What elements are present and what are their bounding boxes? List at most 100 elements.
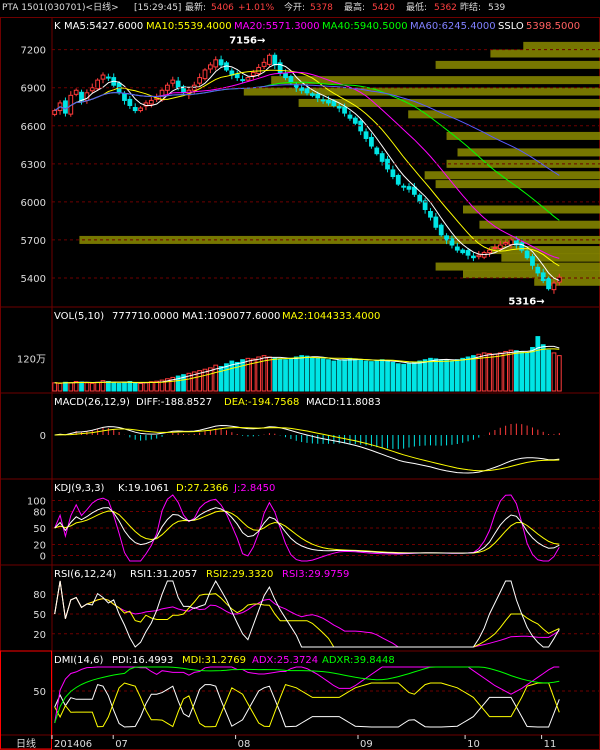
dmi-axis-highlight bbox=[0, 650, 52, 750]
candle-body-40 bbox=[267, 54, 272, 65]
candle-body-34 bbox=[234, 73, 240, 79]
candle-body-9 bbox=[100, 74, 106, 80]
volume-profile-bar-14 bbox=[79, 235, 600, 244]
volume-bar-29 bbox=[207, 367, 213, 392]
kdj-k-line bbox=[54, 507, 560, 554]
candle-body-77 bbox=[465, 250, 471, 256]
volume-bar-57 bbox=[358, 359, 364, 392]
volume-legend-2: MA1:1090077.6000 bbox=[182, 311, 280, 322]
volume-bar-38 bbox=[256, 356, 262, 392]
candle-body-36 bbox=[245, 77, 251, 81]
volume-bar-36 bbox=[245, 357, 251, 392]
volume-bar-91 bbox=[540, 344, 546, 392]
volume-bar-75 bbox=[454, 359, 460, 392]
volume-profile-bar-11 bbox=[435, 180, 600, 189]
candle-body-54 bbox=[342, 106, 347, 114]
prev-settle-value: 539 bbox=[488, 3, 506, 13]
candle-body-89 bbox=[530, 256, 535, 266]
candle-body-49 bbox=[315, 93, 321, 99]
price-y-tick-3: 6300 bbox=[21, 160, 46, 171]
candle-body-27 bbox=[197, 77, 203, 84]
volume-bar-46 bbox=[299, 355, 305, 392]
candle-body-70 bbox=[428, 211, 433, 218]
dmi-legend-4: ADXR:39.8448 bbox=[322, 655, 395, 666]
volume-bar-10 bbox=[105, 380, 111, 392]
volume-profile-bar-0 bbox=[523, 41, 600, 50]
high-value: 5420 bbox=[372, 3, 395, 13]
candle-body-63 bbox=[390, 169, 396, 178]
candle-body-91 bbox=[540, 272, 546, 282]
candle-body-92 bbox=[546, 277, 551, 290]
open-value: 5378 bbox=[310, 3, 333, 13]
volume-bar-7 bbox=[89, 382, 95, 392]
candle-body-7 bbox=[89, 87, 95, 92]
volume-profile-bar-13 bbox=[479, 220, 600, 229]
volume-bar-64 bbox=[395, 363, 401, 392]
candle-body-23 bbox=[175, 80, 181, 89]
volume-bar-71 bbox=[433, 358, 439, 392]
candle-body-42 bbox=[277, 62, 283, 74]
volume-bar-5 bbox=[79, 381, 84, 392]
candle-body-8 bbox=[95, 79, 101, 90]
price-legend-0: K bbox=[54, 21, 61, 32]
candle-body-29 bbox=[207, 64, 213, 70]
volume-bar-39 bbox=[261, 355, 267, 392]
price-legend-2: MA10:5539.4000 bbox=[146, 21, 232, 32]
volume-bar-21 bbox=[165, 378, 170, 392]
latest-label: 最新: bbox=[185, 3, 207, 13]
volume-bar-60 bbox=[374, 360, 380, 392]
kdj-legend-0: KDJ(9,3,3) bbox=[54, 483, 105, 494]
macd-legend-1: DIFF:-188.8527 bbox=[136, 397, 212, 408]
candle-body-78 bbox=[471, 255, 476, 259]
kdj-y-tick-4: 0 bbox=[40, 552, 46, 563]
kdj-y-tick-0: 100 bbox=[27, 497, 46, 508]
volume-bar-54 bbox=[342, 359, 347, 392]
candle-body-71 bbox=[433, 216, 439, 228]
volume-profile-bar-12 bbox=[463, 205, 600, 214]
candle-body-14 bbox=[127, 98, 133, 106]
price-y-tick-1: 6900 bbox=[21, 84, 46, 95]
candle-body-0 bbox=[52, 110, 58, 115]
open-label: 今开: bbox=[284, 3, 306, 13]
volume-bar-1 bbox=[57, 382, 63, 392]
candle-body-48 bbox=[309, 93, 315, 96]
candle-body-50 bbox=[320, 99, 326, 102]
volume-bar-47 bbox=[304, 355, 310, 392]
volume-profile-bar-4 bbox=[243, 87, 600, 96]
volume-bar-44 bbox=[288, 357, 294, 392]
candle-body-75 bbox=[454, 246, 460, 251]
volume-bar-62 bbox=[385, 360, 390, 392]
volume-bar-93 bbox=[551, 352, 557, 392]
volume-bar-30 bbox=[213, 364, 219, 392]
candle-body-59 bbox=[369, 136, 374, 147]
volume-profile-bar-2 bbox=[435, 60, 600, 69]
instrument-title: PTA 1501(030701)<日线> bbox=[2, 3, 119, 13]
candle-body-10 bbox=[105, 76, 111, 79]
volume-ma2-line bbox=[54, 348, 560, 384]
rsi-y-tick-2: 20 bbox=[33, 630, 46, 641]
candle-body-74 bbox=[449, 238, 455, 246]
volume-profile-bar-19 bbox=[534, 277, 600, 286]
price-y-tick-0: 7200 bbox=[21, 46, 46, 57]
volume-bar-42 bbox=[277, 358, 283, 392]
stock-chart[interactable]: 7200 6900 6600 6300 6000 5700 5400 K MA5:5427.60… bbox=[0, 17, 600, 750]
volume-bar-68 bbox=[417, 360, 423, 392]
volume-bar-11 bbox=[111, 382, 117, 392]
volume-bar-13 bbox=[122, 381, 127, 392]
volume-profile-bar-15 bbox=[490, 246, 600, 255]
volume-bar-59 bbox=[369, 361, 374, 392]
volume-bar-77 bbox=[465, 356, 471, 392]
volume-profile-bar-7 bbox=[446, 131, 600, 140]
volume-bar-83 bbox=[497, 352, 503, 392]
candle-body-84 bbox=[503, 241, 509, 245]
volume-bar-49 bbox=[315, 357, 321, 392]
dmi-adx-line bbox=[54, 666, 560, 724]
prev-settle-label: 昨结: bbox=[460, 3, 482, 13]
candle-body-13 bbox=[122, 93, 127, 101]
dmi-legend-3: ADX:25.3724 bbox=[252, 655, 318, 666]
candle-body-58 bbox=[363, 131, 369, 139]
volume-bar-74 bbox=[449, 360, 455, 392]
kdj-y-tick-1: 80 bbox=[33, 508, 46, 519]
candle-body-22 bbox=[170, 79, 176, 84]
rsi-rsi2-line bbox=[54, 580, 560, 648]
